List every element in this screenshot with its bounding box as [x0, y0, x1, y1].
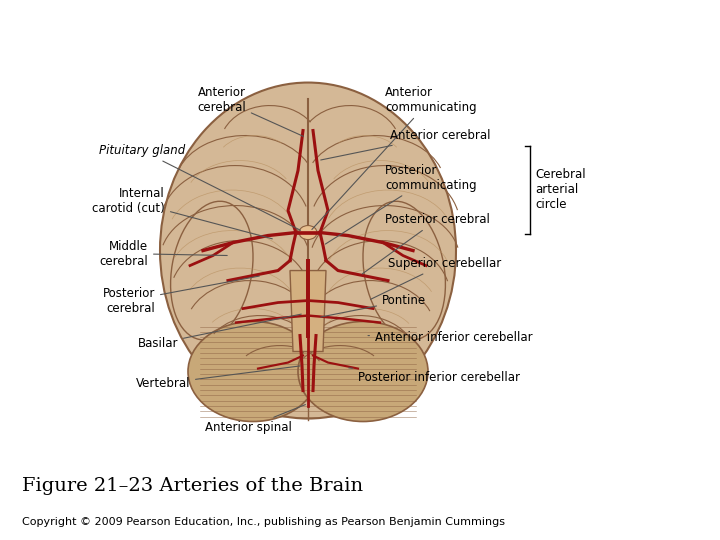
Ellipse shape — [188, 321, 318, 422]
Ellipse shape — [298, 321, 428, 422]
Text: Posterior
cerebral: Posterior cerebral — [103, 276, 259, 314]
Text: The Systemic Circuit: The Systemic Circuit — [151, 14, 569, 48]
Text: Internal
carotid (cut): Internal carotid (cut) — [92, 186, 272, 239]
Text: Basilar: Basilar — [138, 314, 301, 350]
Ellipse shape — [160, 83, 456, 418]
Ellipse shape — [171, 201, 253, 340]
Text: Middle
cerebral: Middle cerebral — [99, 240, 228, 267]
Text: Cerebral
arterial
circle: Cerebral arterial circle — [535, 168, 585, 211]
Text: Pontine: Pontine — [320, 294, 426, 317]
Text: Figure 21–23 Arteries of the Brain: Figure 21–23 Arteries of the Brain — [22, 477, 363, 495]
Text: Pituitary gland: Pituitary gland — [99, 144, 300, 230]
Text: Copyright © 2009 Pearson Education, Inc., publishing as Pearson Benjamin Cumming: Copyright © 2009 Pearson Education, Inc.… — [22, 517, 505, 528]
Text: Posterior cerebral: Posterior cerebral — [362, 213, 490, 274]
Text: Anterior inferior cerebellar: Anterior inferior cerebellar — [368, 331, 533, 344]
Ellipse shape — [299, 226, 317, 240]
Ellipse shape — [363, 201, 446, 340]
Text: Anterior cerebral: Anterior cerebral — [320, 129, 490, 160]
Text: Anterior spinal: Anterior spinal — [204, 404, 305, 434]
Text: Anterior
communicating: Anterior communicating — [312, 85, 477, 230]
Text: Anterior
cerebral: Anterior cerebral — [197, 85, 303, 137]
Polygon shape — [290, 271, 326, 352]
Text: Posterior inferior cerebellar: Posterior inferior cerebellar — [348, 368, 520, 384]
Text: Vertebral: Vertebral — [135, 366, 300, 390]
Text: Superior cerebellar: Superior cerebellar — [371, 257, 501, 299]
Text: Posterior
communicating: Posterior communicating — [325, 164, 477, 244]
